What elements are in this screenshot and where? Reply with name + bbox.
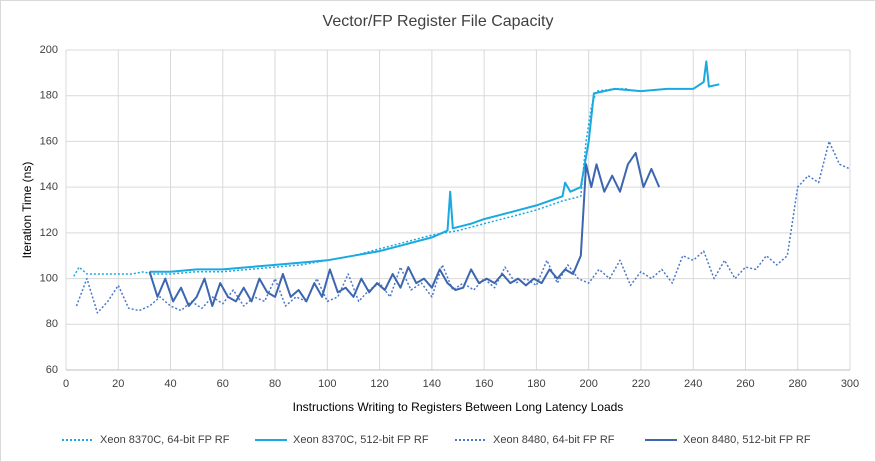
- x-tick-label: 260: [736, 378, 754, 390]
- legend-label: Xeon 8480, 64-bit FP RF: [493, 434, 615, 446]
- x-tick-label: 140: [423, 378, 441, 390]
- x-tick-label: 240: [684, 378, 702, 390]
- x-tick-label: 80: [269, 378, 281, 390]
- chart-title: Vector/FP Register File Capacity: [323, 13, 554, 30]
- y-tick-label: 180: [40, 90, 58, 102]
- series-line: [148, 151, 661, 307]
- y-axis-title: Iteration Time (ns): [20, 162, 34, 259]
- y-tick-label: 140: [40, 181, 58, 193]
- series-line: [75, 140, 851, 314]
- x-tick-label: 120: [370, 378, 388, 390]
- x-tick-label: 20: [112, 378, 124, 390]
- x-tick-label: 0: [63, 378, 69, 390]
- x-tick-label: 160: [475, 378, 493, 390]
- legend-label: Xeon 8480, 512-bit FP RF: [683, 434, 811, 446]
- series-line: [149, 60, 720, 273]
- legend-label: Xeon 8370C, 64-bit FP RF: [100, 434, 230, 446]
- y-tick-label: 120: [40, 227, 58, 239]
- x-tick-label: 100: [318, 378, 336, 390]
- x-tick-label: 200: [579, 378, 597, 390]
- x-tick-label: 40: [164, 378, 176, 390]
- x-tick-label: 60: [217, 378, 229, 390]
- y-tick-label: 200: [40, 44, 58, 56]
- y-tick-label: 100: [40, 272, 58, 284]
- x-axis-title: Instructions Writing to Registers Betwee…: [293, 400, 624, 414]
- y-tick-label: 60: [46, 364, 58, 376]
- x-tick-label: 300: [841, 378, 859, 390]
- y-tick-label: 80: [46, 318, 58, 330]
- y-tick-label: 160: [40, 135, 58, 147]
- x-tick-label: 180: [527, 378, 545, 390]
- x-tick-label: 280: [789, 378, 807, 390]
- x-tick-label: 220: [632, 378, 650, 390]
- legend-label: Xeon 8370C, 512-bit FP RF: [293, 434, 429, 446]
